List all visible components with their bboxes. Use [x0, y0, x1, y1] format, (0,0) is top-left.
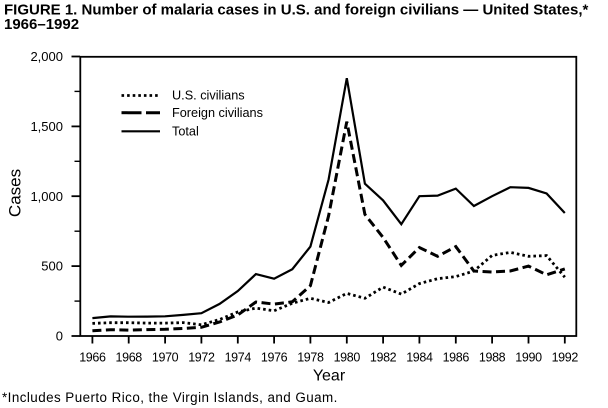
svg-text:1972: 1972	[188, 350, 215, 364]
svg-text:*Includes Puerto Rico, the Vir: *Includes Puerto Rico, the Virgin Island…	[2, 390, 338, 405]
svg-text:1984: 1984	[406, 350, 433, 364]
svg-text:1980: 1980	[334, 350, 361, 364]
svg-text:1,000: 1,000	[30, 189, 63, 204]
svg-text:1986: 1986	[443, 350, 470, 364]
svg-text:1978: 1978	[297, 350, 324, 364]
svg-text:Foreign civilians: Foreign civilians	[172, 106, 263, 120]
svg-text:U.S. civilians: U.S. civilians	[172, 89, 245, 103]
svg-text:1970: 1970	[152, 350, 179, 364]
svg-text:1988: 1988	[479, 350, 506, 364]
svg-text:Cases: Cases	[5, 169, 24, 217]
svg-text:1976: 1976	[261, 350, 288, 364]
svg-text:1990: 1990	[515, 350, 542, 364]
svg-text:Total: Total	[172, 124, 199, 138]
svg-text:2,000: 2,000	[30, 49, 63, 64]
svg-text:FIGURE 1. Number of malaria ca: FIGURE 1. Number of malaria cases in U.S…	[4, 2, 588, 19]
svg-text:0: 0	[56, 329, 63, 344]
svg-text:500: 500	[41, 259, 63, 274]
svg-text:1966: 1966	[79, 350, 106, 364]
svg-text:Year: Year	[313, 368, 346, 385]
svg-text:1982: 1982	[370, 350, 397, 364]
svg-text:1992: 1992	[552, 350, 579, 364]
svg-text:1966–1992: 1966–1992	[4, 16, 79, 33]
svg-text:1974: 1974	[225, 350, 252, 364]
svg-text:1968: 1968	[115, 350, 142, 364]
svg-text:1,500: 1,500	[30, 119, 63, 134]
